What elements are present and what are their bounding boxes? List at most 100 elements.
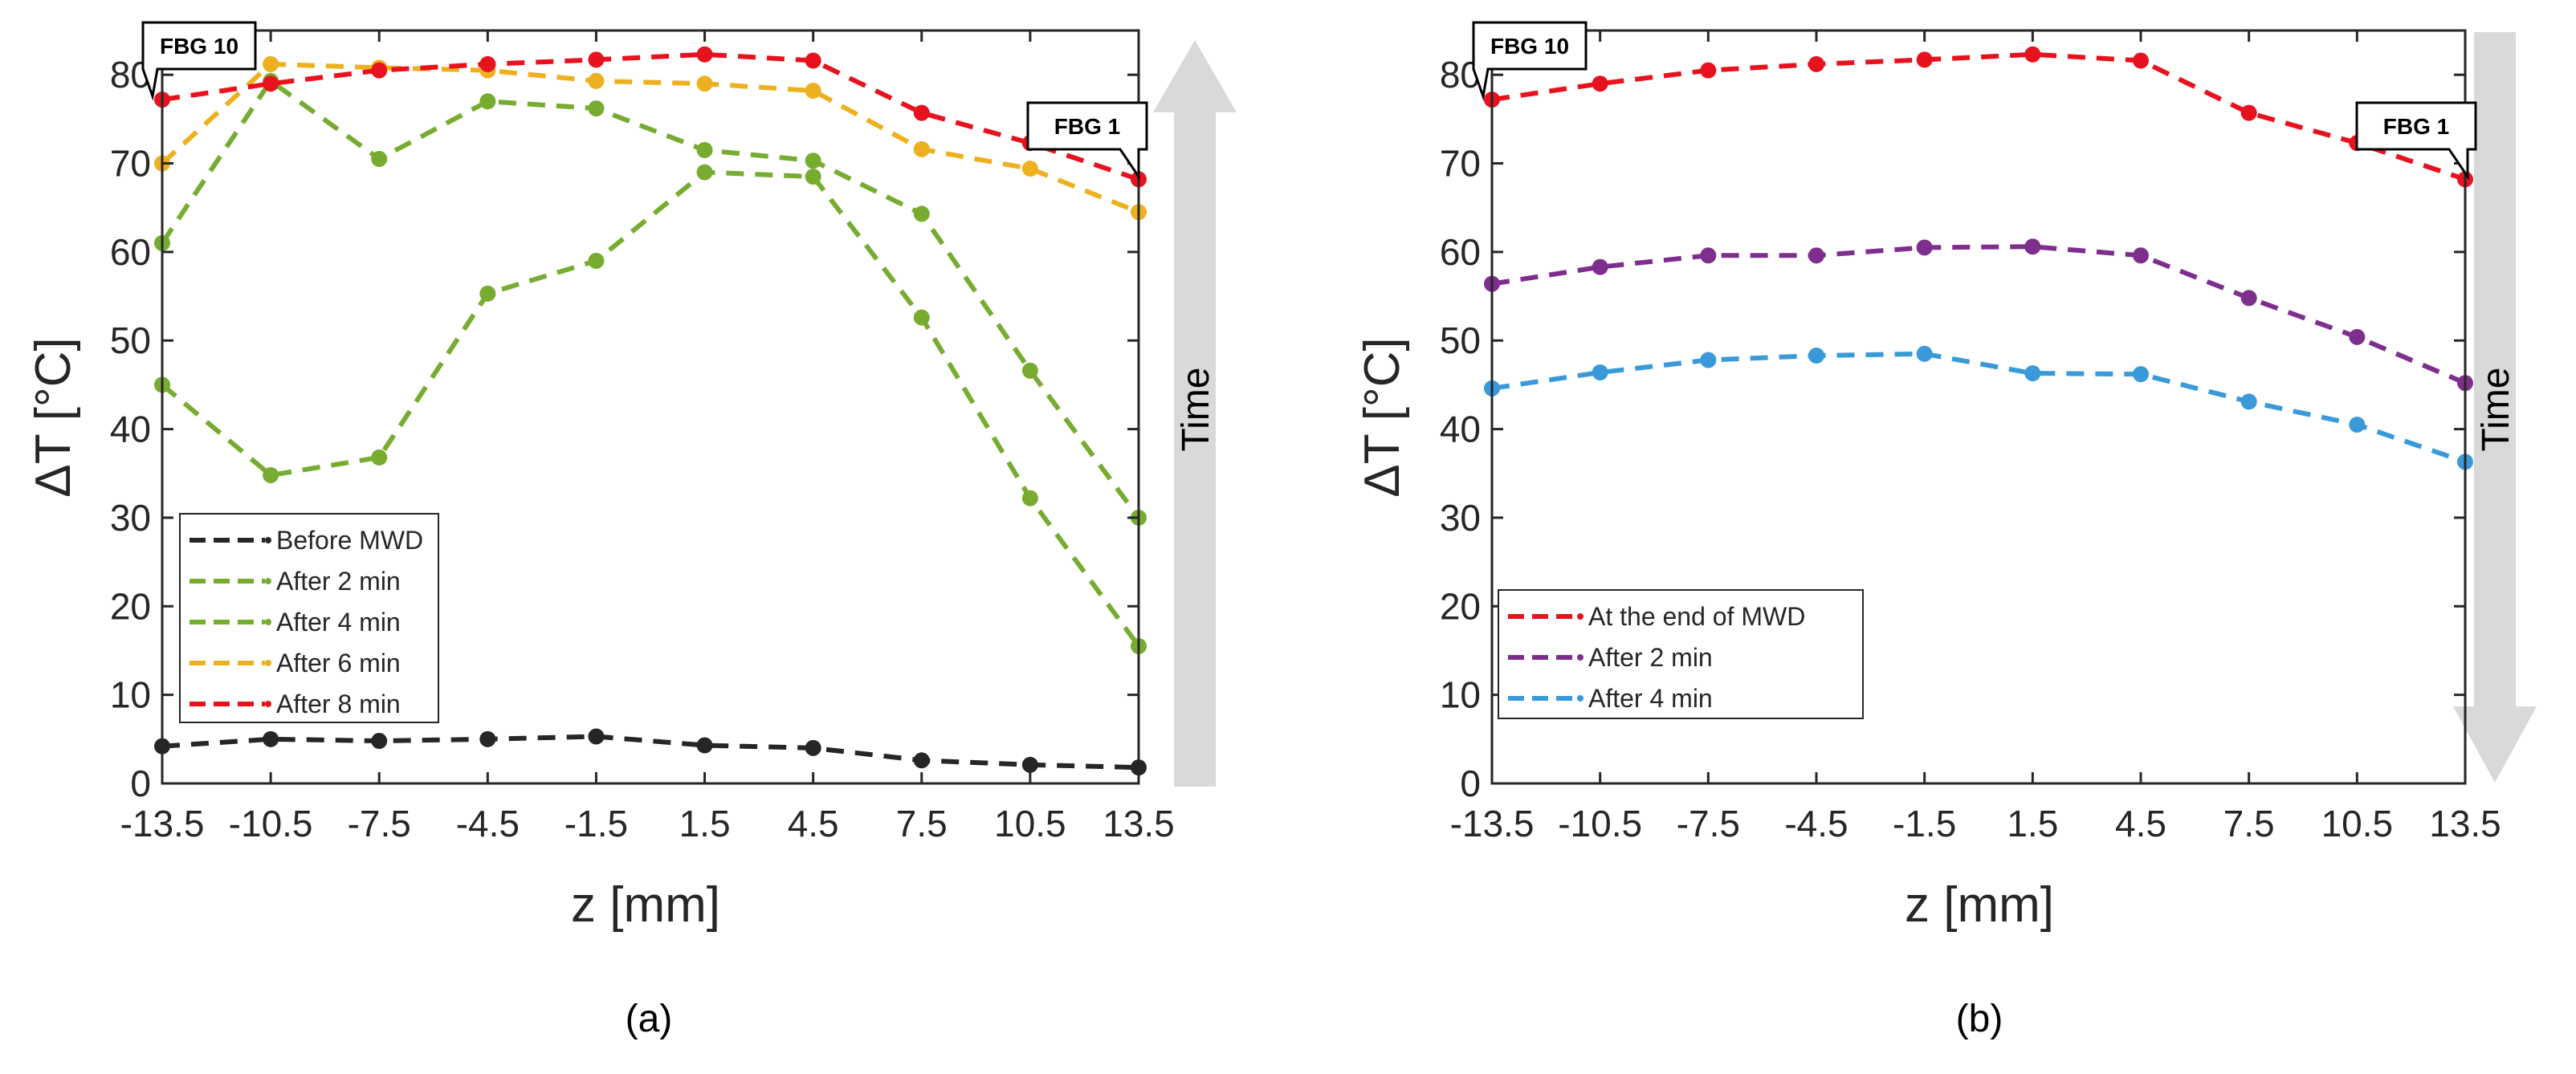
callout-fbg1-a: FBG 1 (1026, 101, 1148, 181)
data-point (588, 100, 605, 117)
legend-entry: After 4 min (1508, 684, 1713, 713)
data-point (371, 151, 388, 168)
series-b-1 (1484, 238, 2473, 392)
data-point (913, 205, 930, 222)
data-point (588, 51, 605, 68)
y-tick-label: 50 (110, 319, 151, 361)
y-tick-label: 10 (1440, 674, 1481, 716)
x-tick-label: 4.5 (788, 803, 839, 844)
legend-marker (265, 701, 271, 707)
data-point (913, 752, 930, 769)
data-point (2024, 238, 2041, 255)
data-point (1021, 490, 1038, 506)
legend-marker (1577, 654, 1584, 661)
data-point (696, 737, 713, 754)
data-point (2240, 393, 2257, 410)
y-tick-label: 30 (1440, 497, 1481, 539)
series-line (161, 51, 1139, 182)
y-tick-label: 0 (130, 763, 151, 804)
legend-marker (265, 619, 271, 625)
y-tick-label: 70 (1440, 143, 1481, 185)
data-point (2024, 46, 2041, 63)
data-point (1808, 55, 1824, 72)
axes-box-b (1490, 29, 2467, 785)
y-tick-label: 60 (1440, 231, 1481, 273)
legend-label: After 2 min (276, 567, 401, 596)
series-line (160, 77, 1141, 519)
data-point (1021, 161, 1038, 177)
x-tick-label: -10.5 (229, 803, 313, 844)
data-point (479, 285, 496, 302)
legend-a: Before MWD After 2 min After 4 min After 6 … (179, 513, 439, 723)
panel-label-a: (a) (626, 998, 673, 1040)
x-axis-label-b: z [mm] (1905, 877, 2054, 933)
data-point (588, 72, 605, 89)
data-point (696, 75, 713, 92)
x-tick-label: 10.5 (2321, 803, 2394, 844)
legend-entry: After 2 min (190, 567, 401, 596)
data-point (479, 93, 496, 110)
y-tick-label: 10 (110, 674, 151, 716)
callout-fbg10-a: FBG 10 (141, 21, 257, 101)
data-point (2349, 417, 2366, 433)
data-point (2240, 104, 2257, 121)
legend-label: After 4 min (276, 608, 401, 637)
legend-marker (265, 660, 271, 666)
data-point (263, 466, 279, 483)
data-point (1021, 362, 1038, 379)
data-point (913, 104, 930, 121)
data-point (805, 52, 821, 69)
data-point (588, 728, 605, 745)
data-point (1916, 345, 1933, 362)
data-point (1021, 756, 1038, 773)
series-a-2 (154, 72, 1147, 526)
legend-entry: Before MWD (190, 526, 423, 555)
series-a-1 (154, 164, 1147, 654)
legend-label: After 2 min (1588, 643, 1713, 672)
legend-marker (1577, 613, 1584, 620)
x-tick-label: -13.5 (120, 803, 205, 844)
series-a-0 (154, 728, 1147, 776)
time-label-b: Time (2475, 368, 2517, 452)
data-point (1592, 258, 1608, 275)
data-point (1916, 239, 1933, 256)
y-tick-label: 30 (110, 497, 151, 539)
data-point (805, 83, 821, 100)
time-arrow-b: Time (2453, 32, 2537, 783)
legend-marker (265, 537, 271, 543)
legend-entry: After 8 min (190, 690, 401, 718)
legend-marker (265, 578, 271, 584)
x-tick-label: -1.5 (565, 803, 628, 844)
legend-label: At the end of MWD (1588, 602, 1805, 631)
legend-label: After 6 min (276, 649, 401, 677)
data-point (805, 169, 821, 185)
data-point (696, 46, 713, 63)
x-tick-label: -7.5 (1677, 803, 1740, 844)
y-axis-label-a: ΔT [°C] (26, 337, 81, 497)
y-tick-label: 40 (110, 409, 151, 450)
data-point (479, 55, 496, 72)
x-tick-label: 13.5 (2429, 803, 2501, 844)
legend-entry: At the end of MWD (1508, 602, 1805, 631)
legend-entry: After 4 min (190, 608, 401, 637)
x-tick-label: 4.5 (2115, 803, 2166, 844)
data-point (1700, 352, 1717, 368)
time-arrow-a: Time (1153, 40, 1237, 787)
data-point (805, 739, 821, 756)
time-label-a: Time (1175, 368, 1217, 452)
x-tick-label: 7.5 (896, 803, 948, 844)
legend-label: After 8 min (276, 690, 401, 718)
data-point (913, 140, 930, 157)
data-point (1808, 247, 1824, 264)
axes-box-a (161, 29, 1140, 785)
data-point (371, 62, 388, 79)
data-point (2133, 247, 2149, 264)
y-tick-label: 60 (110, 231, 151, 273)
callout-fbg1-b-text: FBG 1 (2383, 114, 2449, 139)
y-axis-label-b: ΔT [°C] (1355, 337, 1410, 497)
data-point (696, 164, 713, 181)
x-tick-label: -10.5 (1558, 803, 1642, 844)
